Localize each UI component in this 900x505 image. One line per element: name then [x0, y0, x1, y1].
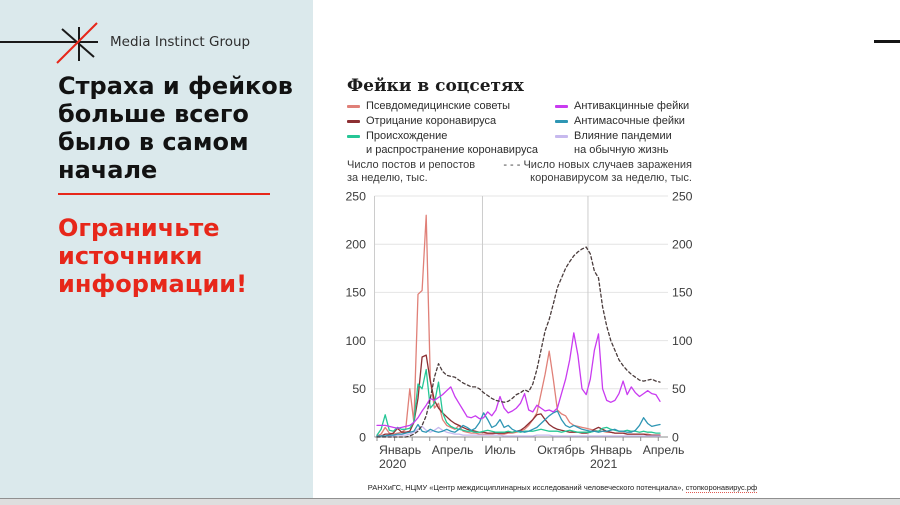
- chart-title: Фейки в соцсетях: [347, 76, 524, 96]
- svg-text:200: 200: [672, 238, 693, 252]
- svg-text:2021: 2021: [590, 457, 618, 471]
- svg-text:Июль: Июль: [484, 443, 515, 457]
- legend-swatch-icon: [347, 135, 360, 138]
- legend-swatch-icon: [347, 120, 360, 123]
- legend-item-antivax: Антивакцинные фейки: [555, 100, 689, 114]
- legend-swatch-icon: [555, 120, 568, 123]
- legend-label: Антивакцинные фейки: [574, 100, 690, 112]
- brand-name: Media Instinct Group: [110, 34, 251, 50]
- callout-text: Ограничьте источники информации!: [58, 214, 248, 298]
- svg-text:250: 250: [672, 189, 693, 203]
- svg-text:Январь: Январь: [590, 443, 632, 457]
- legend-swatch-icon: [555, 105, 568, 108]
- legend-item-origin: Происхождение и распространение коронави…: [347, 130, 538, 157]
- legend-item-pandemic-life: Влияние пандемии на обычную жизнь: [555, 130, 672, 157]
- sidebar-panel: Media Instinct Group Страха и фейков бол…: [0, 0, 313, 499]
- decorative-line: [874, 40, 900, 43]
- source-text: РАНХиГС, НЦМУ «Центр междисциплинарных и…: [367, 483, 686, 492]
- source-link[interactable]: стопкоронавирус.рф: [685, 483, 758, 493]
- svg-text:50: 50: [352, 382, 366, 396]
- svg-text:150: 150: [345, 286, 366, 300]
- legend-item-antimask: Антимасочные фейки: [555, 115, 685, 129]
- svg-text:0: 0: [359, 430, 366, 444]
- legend-swatch-icon: [347, 105, 360, 108]
- svg-text:0: 0: [672, 430, 679, 444]
- legend-label: Отрицание коронавируса: [366, 115, 497, 127]
- legend-item-pseudomed: Псевдомедицинские советы: [347, 100, 510, 114]
- svg-text:50: 50: [672, 382, 686, 396]
- svg-text:2020: 2020: [379, 457, 407, 471]
- svg-text:100: 100: [672, 334, 693, 348]
- svg-text:250: 250: [345, 189, 366, 203]
- legend-label: Псевдомедицинские советы: [366, 100, 511, 112]
- right-axis-label: - - - Число новых случаев заражения коро…: [503, 159, 692, 184]
- legend-label: Антимасочные фейки: [574, 115, 685, 127]
- svg-text:150: 150: [672, 286, 693, 300]
- legend-item-denial: Отрицание коронавируса: [347, 115, 496, 129]
- legend-swatch-icon: [555, 135, 568, 138]
- legend-label: Происхождение и распространение коронави…: [366, 130, 538, 156]
- svg-text:200: 200: [345, 238, 366, 252]
- svg-text:Октябрь: Октябрь: [537, 443, 585, 457]
- svg-text:Апрель: Апрель: [643, 443, 685, 457]
- source-note: РАНХиГС, НЦМУ «Центр междисциплинарных и…: [340, 483, 785, 493]
- svg-text:Январь: Январь: [379, 443, 421, 457]
- svg-text:100: 100: [345, 334, 366, 348]
- slide-title: Страха и фейков больше всего было в само…: [58, 72, 293, 184]
- media-instinct-logo-icon: [0, 22, 98, 64]
- legend-label: Влияние пандемии на обычную жизнь: [574, 130, 672, 156]
- bottom-bar: [0, 498, 900, 505]
- svg-text:Апрель: Апрель: [432, 443, 474, 457]
- divider-line: [58, 193, 270, 195]
- left-axis-label: Число постов и репостов за неделю, тыс.: [347, 159, 476, 184]
